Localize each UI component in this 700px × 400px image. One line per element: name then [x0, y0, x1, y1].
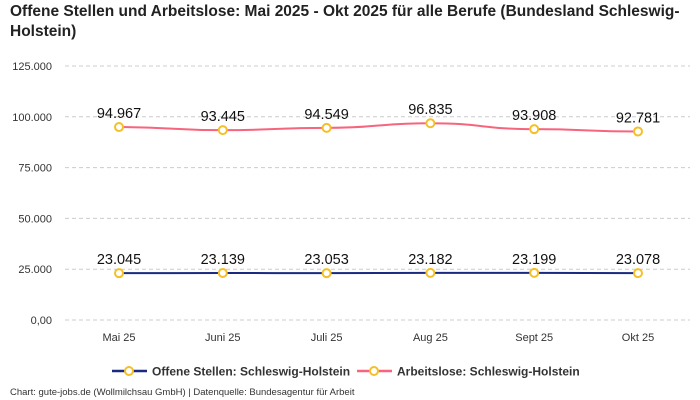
chart-credit: Chart: gute-jobs.de (Wollmilchsau GmbH) …: [10, 387, 355, 398]
data-point: [633, 268, 643, 279]
x-tick-label: Juli 25: [311, 332, 343, 344]
series-line: [118, 122, 639, 133]
data-label: 96.835: [408, 102, 452, 118]
data-label: 23.199: [512, 252, 556, 268]
y-tick-label: 100.000: [12, 112, 52, 124]
data-label: 23.053: [304, 252, 348, 268]
data-point: [217, 267, 228, 278]
data-label: 23.139: [201, 252, 245, 268]
chart-title: Offene Stellen und Arbeitslose: Mai 2025…: [10, 3, 680, 40]
data-point: [633, 126, 643, 137]
legend-marker: [369, 366, 379, 376]
data-point: [114, 268, 124, 279]
legend-marker: [124, 366, 134, 376]
data-point: [217, 125, 228, 136]
x-tick-label: Okt 25: [622, 332, 654, 344]
legend-label: Offene Stellen: Schleswig-Holstein: [152, 365, 350, 379]
x-tick-label: Juni 25: [205, 332, 240, 344]
data-label: 93.445: [201, 109, 245, 125]
data-point: [425, 118, 436, 129]
data-point: [321, 268, 332, 279]
data-label: 23.078: [616, 252, 660, 268]
y-tick-label: 75.000: [18, 163, 52, 175]
data-label: 94.549: [304, 107, 348, 123]
data-label: 94.967: [97, 106, 141, 122]
x-tick-label: Aug 25: [413, 332, 448, 344]
data-point: [529, 267, 540, 278]
y-tick-label: 125.000: [12, 61, 52, 73]
data-label: 23.045: [97, 252, 141, 268]
data-label: 93.908: [512, 108, 556, 124]
data-point: [321, 122, 332, 133]
data-point: [114, 122, 124, 133]
data-point: [529, 124, 540, 135]
x-tick-label: Sept 25: [515, 332, 553, 344]
data-label: 92.781: [616, 110, 660, 126]
y-tick-label: 0,00: [31, 315, 52, 327]
x-tick-label: Mai 25: [102, 332, 135, 344]
y-tick-label: 50.000: [18, 213, 52, 225]
data-label: 23.182: [408, 252, 452, 268]
legend-label: Arbeitslose: Schleswig-Holstein: [397, 365, 580, 379]
y-tick-label: 25.000: [18, 264, 52, 276]
data-point: [425, 267, 436, 278]
